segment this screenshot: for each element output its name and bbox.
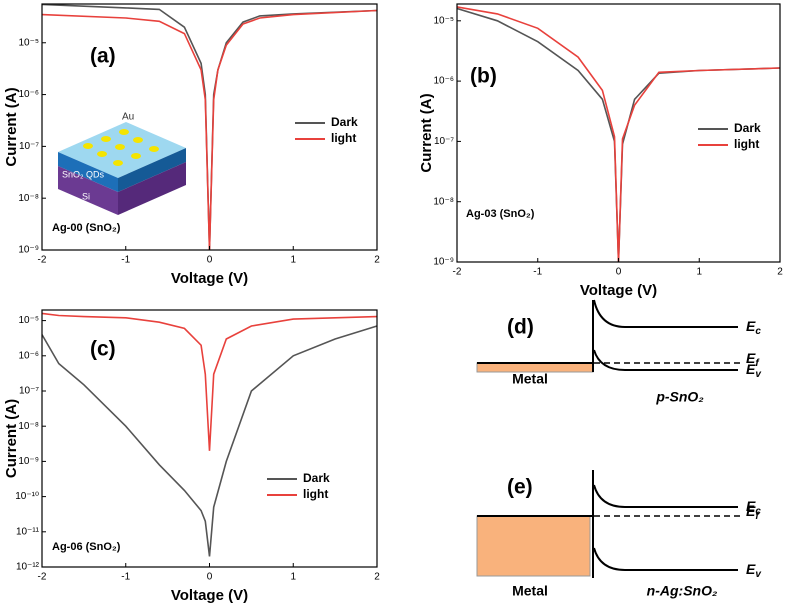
legend-label: light: [303, 487, 328, 501]
annotation: Ag-00 (SnO₂): [52, 222, 121, 234]
level-label: Ec: [746, 318, 761, 337]
level-sub: v: [755, 569, 762, 580]
level-label: Ef: [746, 350, 760, 369]
plot-frame: [41, 3, 378, 251]
x-tick-label: 2: [777, 267, 783, 278]
x-axis-label: Voltage (V): [171, 270, 248, 287]
level-symbol: E: [746, 498, 756, 514]
x-tick-label: 1: [696, 267, 702, 278]
annotation: Ag-03 (SnO₂): [466, 208, 535, 220]
valence-band: [593, 349, 738, 371]
semiconductor-label: p-SnO₂: [655, 389, 703, 405]
legend-label: light: [734, 137, 759, 151]
legend-label: Dark: [734, 121, 761, 135]
legend-label: Dark: [331, 115, 358, 129]
x-tick-label: 1: [290, 255, 296, 266]
x-tick-label: -2: [38, 255, 47, 266]
series-line: [41, 9, 378, 251]
y-tick-label: 10⁻¹¹: [16, 526, 40, 537]
dots: [83, 129, 159, 166]
inset-label: SnO₂ QDs: [62, 169, 105, 179]
x-tick-label: 0: [207, 572, 213, 583]
series-line: [41, 312, 378, 451]
level-sub: c: [755, 326, 761, 337]
level-symbol: E: [746, 350, 756, 366]
x-axis-label: Voltage (V): [580, 282, 657, 299]
panel-label: (d): [507, 316, 534, 339]
inset: Au SnO₂ QDs Si: [58, 112, 186, 215]
x-tick-label: 2: [374, 572, 380, 583]
x-tick-label: 2: [374, 255, 380, 266]
y-tick-label: 10⁻⁵: [433, 15, 454, 26]
level-sub: v: [755, 369, 762, 380]
y-tick-label: 10⁻¹²: [16, 562, 40, 573]
level-symbol: E: [746, 361, 756, 377]
metal-label: Metal: [512, 371, 548, 387]
y-tick-label: 10⁻⁷: [19, 386, 39, 397]
y-tick-label: 10⁻⁷: [19, 141, 39, 152]
si-layer: [118, 162, 186, 215]
y-tick-label: 10⁻⁶: [18, 89, 39, 100]
metal-block: [476, 515, 591, 577]
legend-label: Dark: [303, 471, 330, 485]
level-sub: f: [755, 358, 760, 369]
level-label: Ev: [746, 361, 762, 380]
plot-frame: [456, 3, 781, 263]
sno2-layer: [118, 148, 186, 192]
level-label: Ef: [746, 503, 760, 522]
y-tick-label: 10⁻⁸: [18, 421, 39, 432]
series-line: [456, 7, 781, 263]
conduction-band: [593, 484, 738, 508]
panel-label: (a): [90, 45, 116, 68]
x-tick-label: -1: [533, 267, 542, 278]
y-tick-label: 10⁻¹⁰: [15, 491, 39, 502]
x-tick-label: -1: [121, 572, 130, 583]
level-symbol: E: [746, 503, 756, 519]
x-tick-label: -1: [121, 255, 130, 266]
conduction-band: [593, 299, 738, 328]
panel-label: (e): [507, 476, 533, 499]
y-tick-label: 10⁻⁸: [433, 196, 454, 207]
sno2-layer: [58, 152, 118, 192]
series-line: [456, 6, 781, 263]
inset-label: Au: [122, 112, 134, 123]
y-tick-label: 10⁻⁸: [18, 193, 39, 204]
series-line: [41, 325, 378, 557]
level-sub: f: [755, 511, 760, 522]
valence-band: [593, 547, 738, 571]
x-tick-label: 1: [290, 572, 296, 583]
panel-label: (b): [470, 65, 497, 88]
y-tick-label: 10⁻⁶: [433, 76, 454, 87]
metal-label: Metal: [512, 583, 548, 599]
y-axis-label: Current (A): [3, 399, 20, 478]
au-layer: [58, 122, 186, 178]
level-symbol: E: [746, 561, 756, 577]
level-label: Ev: [746, 561, 762, 580]
annotation: Ag-06 (SnO₂): [52, 541, 121, 553]
y-tick-label: 10⁻⁶: [18, 350, 39, 361]
y-tick-label: 10⁻⁵: [18, 315, 39, 326]
y-axis-label: Current (A): [418, 93, 435, 172]
si-layer: [58, 166, 118, 215]
y-tick-label: 10⁻⁹: [433, 257, 454, 268]
legend-label: light: [331, 131, 356, 145]
series-line: [41, 3, 378, 251]
y-tick-label: 10⁻⁷: [434, 136, 454, 147]
x-tick-label: -2: [38, 572, 47, 583]
x-tick-label: -2: [453, 267, 462, 278]
level-label: Ec: [746, 498, 761, 517]
y-tick-label: 10⁻⁹: [18, 245, 39, 256]
panel-label: (c): [90, 338, 116, 361]
level-symbol: E: [746, 318, 756, 334]
x-tick-label: 0: [207, 255, 213, 266]
semiconductor-label: n-Ag:SnO₂: [647, 583, 718, 599]
inset-label: Si: [82, 191, 90, 201]
y-tick-label: 10⁻⁹: [18, 456, 39, 467]
y-tick-label: 10⁻⁵: [18, 37, 39, 48]
x-axis-label: Voltage (V): [171, 587, 248, 604]
level-sub: c: [755, 506, 761, 517]
x-tick-label: 0: [616, 267, 622, 278]
y-axis-label: Current (A): [3, 87, 20, 166]
